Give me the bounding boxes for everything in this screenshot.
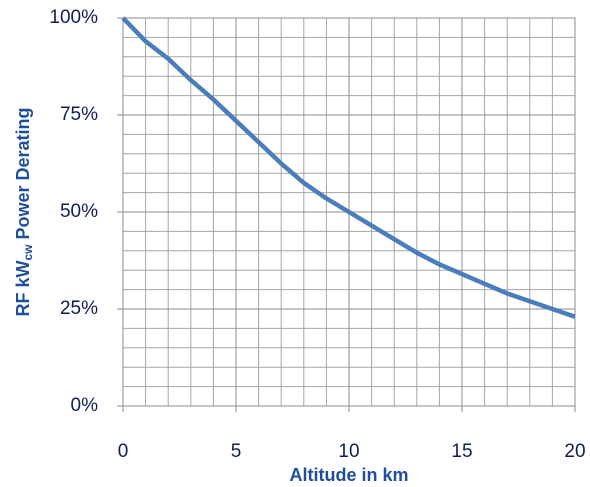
- x-tick-label: 5: [231, 441, 242, 462]
- plot-border: [122, 17, 576, 407]
- x-tick-label: 0: [118, 441, 129, 462]
- y-tick-label: 0%: [71, 395, 99, 416]
- x-tick-label: 15: [451, 441, 472, 462]
- y-tick-label: 25%: [60, 298, 98, 319]
- y-tick-label: 50%: [60, 201, 98, 222]
- x-tick-label: 10: [338, 441, 359, 462]
- y-axis-title-main: RF kW: [13, 261, 33, 317]
- y-axis-title: RF kWcw Power Derating: [13, 107, 35, 316]
- y-tick-label: 100%: [49, 7, 98, 28]
- x-tick-label: 20: [564, 441, 585, 462]
- line: [121, 16, 576, 319]
- y-axis-title-sub: cw: [21, 244, 35, 261]
- x-axis-title: Altitude in km: [289, 465, 408, 485]
- y-tick-label: 75%: [60, 104, 98, 125]
- y-axis-title-suffix: Power Derating: [13, 107, 33, 244]
